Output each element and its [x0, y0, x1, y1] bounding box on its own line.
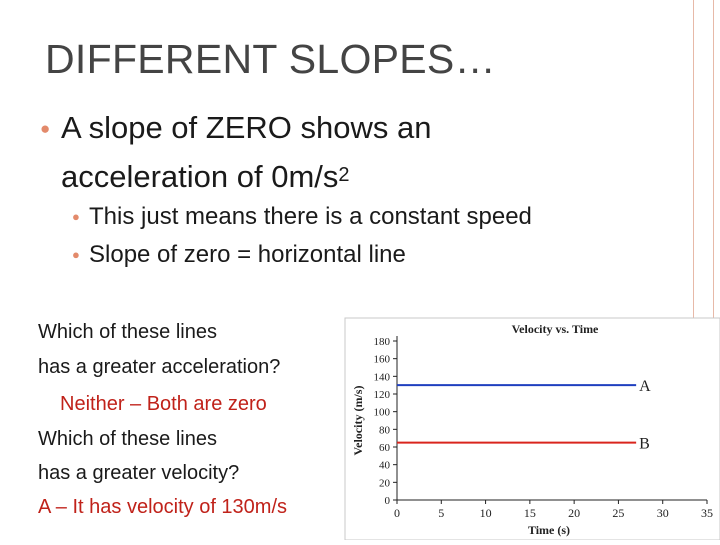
x-tick-label: 30 [657, 506, 669, 520]
sub-bullet-1: ● This just means there is a constant sp… [72, 203, 532, 231]
y-tick-label: 60 [379, 442, 391, 454]
sub-bullet-2-text: Slope of zero = horizontal line [89, 241, 406, 268]
x-tick-label: 0 [394, 506, 400, 520]
main-bullet-line1: A slope of ZERO shows an [61, 110, 432, 145]
main-bullet-superscript: 2 [338, 164, 350, 186]
slide-border-line-inner [693, 0, 694, 540]
question-1-line2: has a greater acceleration? [38, 356, 281, 378]
chart-title: Velocity vs. Time [512, 322, 599, 336]
velocity-time-chart: Velocity vs. Time 0 20 40 60 80 100 120 140 160 18… [340, 313, 720, 541]
series-a-label: A [639, 378, 651, 395]
y-tick-label: 100 [374, 407, 391, 419]
answer-1: Neither – Both are zero [60, 393, 267, 415]
y-tick-label: 20 [379, 477, 391, 489]
slide-title: DIFFERENT SLOPES… [45, 36, 496, 82]
question-2-line1: Which of these lines [38, 428, 217, 450]
x-axis-label: Time (s) [528, 523, 570, 537]
y-tick-label: 140 [374, 371, 391, 383]
y-tick-label: 0 [385, 495, 391, 507]
y-tick-label: 180 [374, 336, 391, 348]
answer-2: A – It has velocity of 130m/s [38, 496, 288, 518]
x-tick-label: 10 [480, 506, 492, 520]
x-tick-label: 5 [438, 506, 444, 520]
x-tick-label: 15 [524, 506, 536, 520]
bullet-circle-icon: ● [72, 247, 80, 262]
question-2-line2: has a greater velocity? [38, 462, 240, 484]
x-tick-label: 35 [701, 506, 713, 520]
question-1-line1: Which of these lines [38, 321, 217, 343]
chart-frame [344, 317, 720, 541]
bullet-circle-icon: ● [40, 119, 51, 138]
y-tick-label: 80 [379, 424, 391, 436]
chart-svg: Velocity vs. Time02040608010012014016018… [344, 317, 720, 541]
x-tick-label: 25 [612, 506, 624, 520]
main-bullet: ● A slope of ZERO shows an acceleration … [40, 106, 600, 203]
series-b-label: B [639, 436, 650, 453]
sub-bullet-2: ● Slope of zero = horizontal line [72, 241, 406, 269]
sub-bullet-1-text: This just means there is a constant spee… [89, 203, 532, 230]
x-tick-label: 20 [568, 506, 580, 520]
bullet-circle-icon: ● [72, 209, 80, 224]
y-axis-label: Velocity (m/s) [351, 386, 365, 456]
main-bullet-line2: acceleration of 0m/s [61, 159, 339, 194]
y-tick-label: 120 [374, 389, 391, 401]
y-tick-label: 160 [374, 354, 391, 366]
y-tick-label: 40 [379, 460, 391, 472]
slide-border-line-outer [713, 0, 714, 540]
